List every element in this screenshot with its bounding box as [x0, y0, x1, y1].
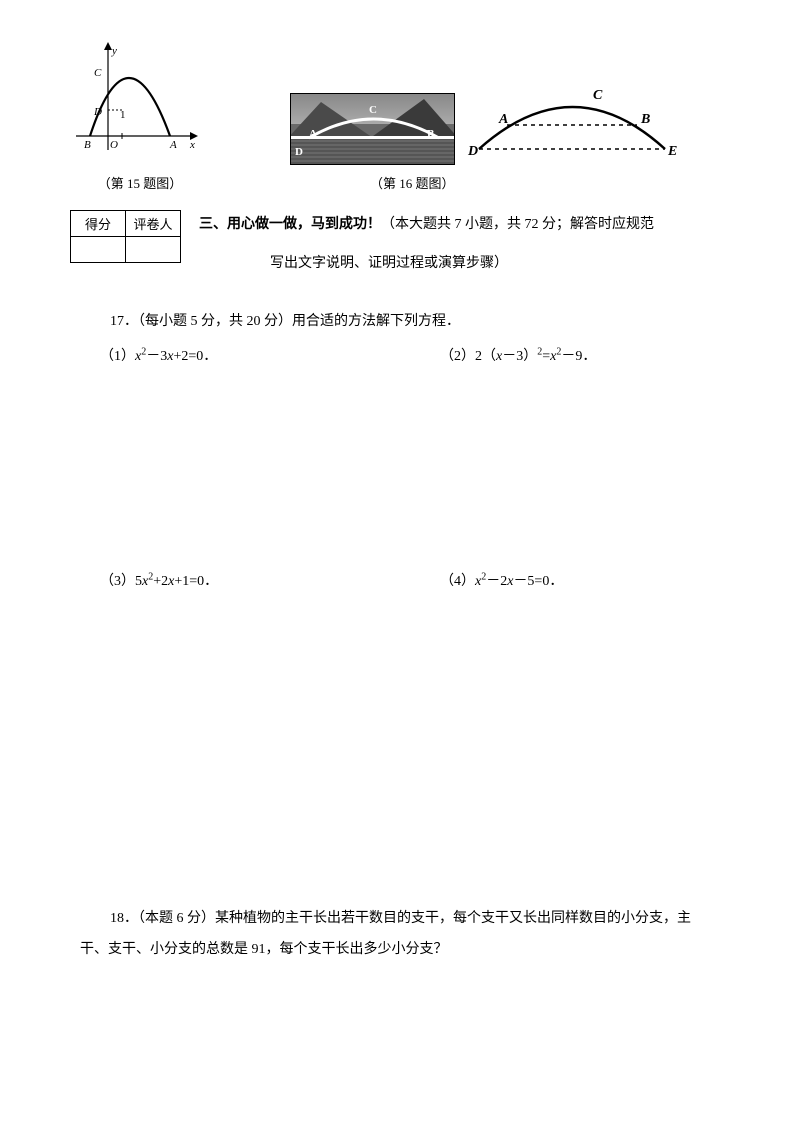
score-h1: 得分 [71, 211, 126, 237]
q17-3: （3）5x2+2x+1=0． [100, 569, 440, 594]
fig15-svg: y C D 1 B O A x [70, 40, 200, 160]
svg-text:1: 1 [120, 109, 126, 121]
q17-4: （4）x2－2x－5=0． [440, 569, 563, 594]
svg-text:y: y [111, 45, 117, 57]
figure-15: y C D 1 B O A x [70, 40, 210, 165]
q18-line1: 18．（本题 6 分）某种植物的主干长出若干数目的支干，每个支干又长出同样数目的… [110, 904, 740, 935]
svg-text:O: O [110, 139, 118, 151]
fig16-diagram: A B C D E [465, 87, 680, 165]
svg-text:C: C [94, 67, 102, 79]
photo-label-b: B [427, 128, 434, 140]
svg-text:D: D [93, 106, 102, 118]
photo-label-a: A [309, 128, 317, 140]
score-blank2 [126, 237, 181, 263]
q17-2: （2）2（x－3）2=x2－9． [440, 344, 596, 369]
figures-row: y C D 1 B O A x A B C D [70, 40, 740, 165]
svg-text:x: x [189, 139, 195, 151]
q18-line2: 干、支干、小分支的总数是 91，每个支干长出多少小分支？ [80, 935, 740, 966]
svg-text:E: E [667, 144, 677, 159]
score-table: 得分 评卷人 [70, 210, 181, 263]
svg-text:B: B [84, 139, 91, 151]
fig16-caption: （第 16 题图） [370, 173, 455, 192]
svg-text:D: D [467, 144, 478, 159]
figure-16: A B C D A B C D E [290, 87, 680, 165]
section-3-info: （本大题共 7 小题，共 72 分；解答时应规范 [381, 217, 654, 232]
score-h2: 评卷人 [126, 211, 181, 237]
photo-label-c: C [369, 104, 377, 116]
score-blank1 [71, 237, 126, 263]
section-3-prefix: 三、 [199, 217, 227, 232]
svg-text:A: A [498, 112, 508, 127]
q17-1: （1）x2－3x+2=0． [100, 344, 440, 369]
svg-text:B: B [640, 112, 650, 127]
q17-row1: （1）x2－3x+2=0． （2）2（x－3）2=x2－9． [100, 344, 740, 369]
fig15-caption: （第 15 题图） [70, 173, 210, 192]
figure-captions: （第 15 题图） （第 16 题图） [70, 173, 740, 192]
svg-text:A: A [169, 139, 177, 151]
photo-label-d: D [295, 146, 303, 158]
q17-header: 17．（每小题 5 分，共 20 分）用合适的方法解下列方程． [110, 310, 740, 330]
section-3-header: 三、用心做一做，马到成功！（本大题共 7 小题，共 72 分；解答时应规范 [199, 210, 740, 241]
svg-text:C: C [593, 88, 603, 103]
section-3-title: 用心做一做，马到成功！ [227, 217, 381, 232]
q17-row2: （3）5x2+2x+1=0． （4）x2－2x－5=0． [100, 569, 740, 594]
fig16-photo: A B C D [290, 93, 455, 165]
